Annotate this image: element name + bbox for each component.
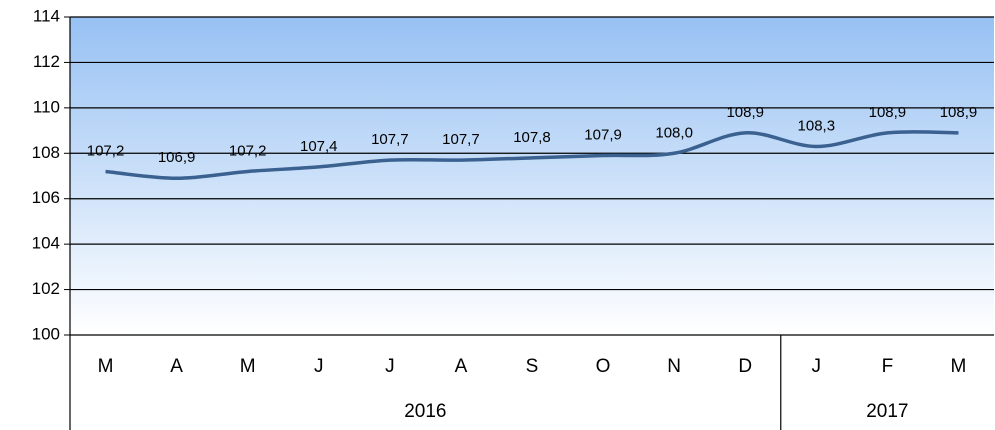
data-label: 107,8 <box>513 129 551 146</box>
y-tick-label: 112 <box>33 52 60 71</box>
x-tick-label: J <box>812 356 822 377</box>
x-tick-label: N <box>667 356 681 377</box>
x-tick-label: F <box>882 356 894 377</box>
data-label: 107,2 <box>87 142 125 159</box>
y-tick-label: 108 <box>32 143 60 162</box>
data-label: 107,7 <box>442 131 480 148</box>
data-label: 108,9 <box>869 104 907 121</box>
x-tick-label: O <box>596 356 611 377</box>
x-tick-label: A <box>170 356 183 377</box>
data-label: 106,9 <box>158 149 196 166</box>
data-label: 107,9 <box>584 127 622 144</box>
y-tick-label: 102 <box>32 279 60 298</box>
group-label: 2017 <box>866 401 908 422</box>
data-label: 107,7 <box>371 131 409 148</box>
y-tick-label: 100 <box>32 324 60 343</box>
data-label: 108,9 <box>940 104 978 121</box>
data-label: 108,9 <box>726 104 764 121</box>
x-tick-label: J <box>385 356 395 377</box>
x-tick-label: M <box>98 356 114 377</box>
y-tick-label: 104 <box>32 234 60 253</box>
y-tick-label: 110 <box>33 97 60 116</box>
group-label: 2016 <box>404 401 446 422</box>
x-tick-label: M <box>240 356 256 377</box>
plot-area <box>70 17 994 335</box>
x-tick-label: D <box>738 356 752 377</box>
line <box>105 130 959 181</box>
x-tick-label: S <box>526 356 539 377</box>
data-label: 107,4 <box>300 138 338 155</box>
data-label: 107,2 <box>229 142 267 159</box>
data-label: 108,3 <box>798 117 836 134</box>
x-tick-label: J <box>314 356 324 377</box>
y-tick-label: 106 <box>32 188 60 207</box>
data-label: 108,0 <box>655 124 693 141</box>
x-tick-label: A <box>455 356 468 377</box>
x-tick-label: M <box>951 356 967 377</box>
y-tick-label: 114 <box>33 6 60 25</box>
